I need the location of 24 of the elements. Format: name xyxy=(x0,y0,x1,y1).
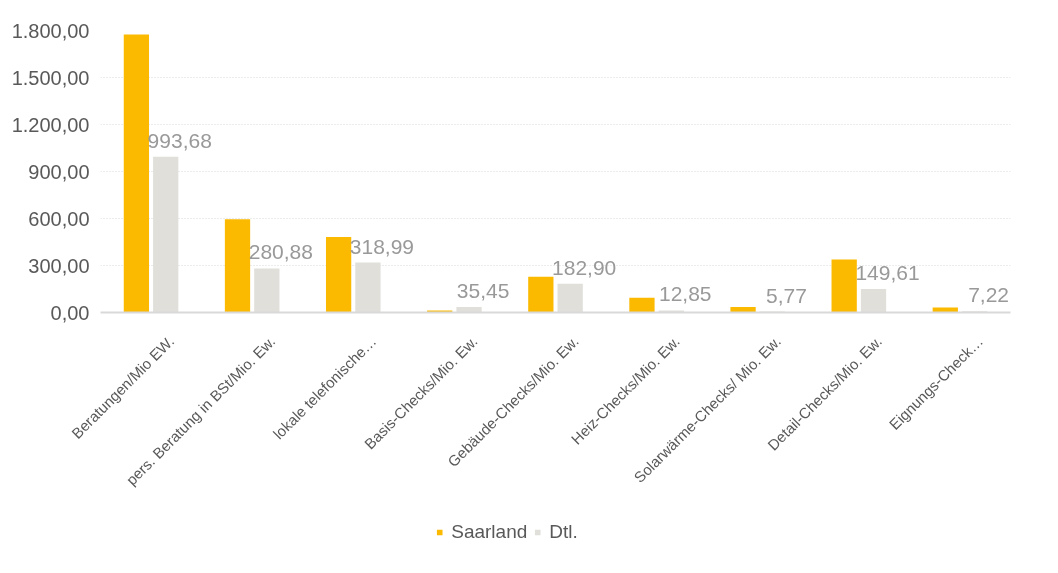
y-tick-label: 0,00 xyxy=(50,301,90,324)
y-tick-label: 1.800,00 xyxy=(11,19,90,42)
bar xyxy=(629,297,655,313)
data-label: 35,45 xyxy=(456,278,510,302)
bar xyxy=(730,307,756,313)
y-tick-label: 600,00 xyxy=(28,207,90,230)
bar xyxy=(932,307,958,313)
data-label: 149,61 xyxy=(855,261,920,285)
bar xyxy=(528,276,554,313)
legend-label: Saarland xyxy=(451,521,528,543)
data-label: 5,77 xyxy=(765,283,807,307)
bar xyxy=(831,259,857,313)
y-tick-label: 900,00 xyxy=(28,160,90,183)
bar xyxy=(123,34,150,313)
bar xyxy=(427,310,453,313)
bar xyxy=(325,236,352,313)
bar xyxy=(224,219,251,313)
data-label: 182,90 xyxy=(552,255,617,279)
y-tick-label: 1.200,00 xyxy=(11,113,90,136)
y-tick-label: 1.500,00 xyxy=(11,66,90,89)
legend-label: Dtl. xyxy=(549,521,578,543)
y-tick-label: 300,00 xyxy=(28,254,90,277)
data-label: 12,85 xyxy=(659,282,712,306)
data-label: 7,22 xyxy=(968,283,1010,307)
